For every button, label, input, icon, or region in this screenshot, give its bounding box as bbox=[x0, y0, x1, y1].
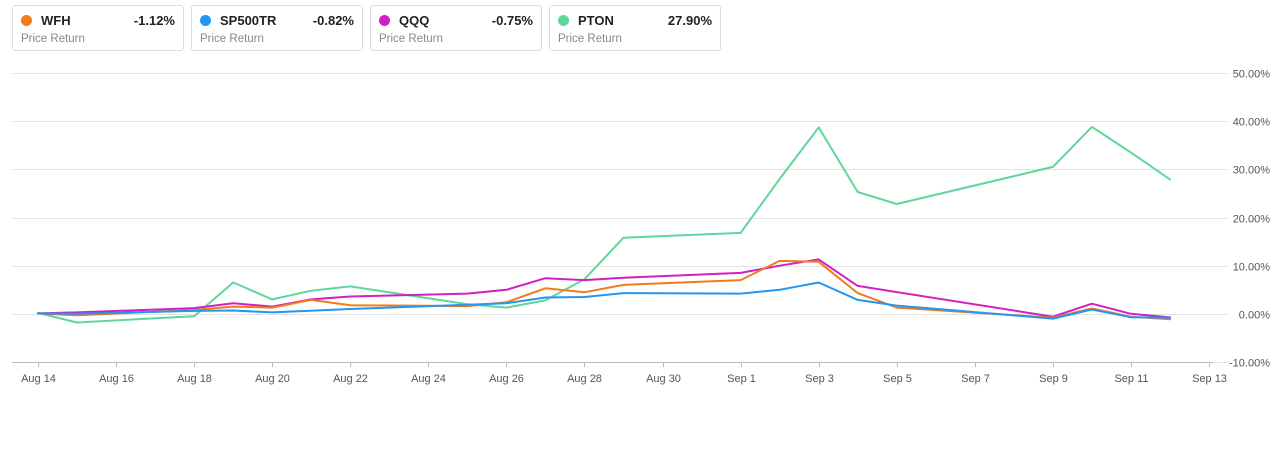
x-tick-label: Sep 11 bbox=[1114, 373, 1148, 385]
series-lines bbox=[37, 125, 1171, 324]
x-tick-label: Aug 22 bbox=[333, 373, 368, 385]
legend-card-wfh[interactable]: WFH -1.12% Price Return bbox=[12, 5, 184, 51]
legend: WFH -1.12% Price Return SP500TR -0.82% P… bbox=[12, 5, 721, 51]
y-tick-label: -10.00% bbox=[1229, 358, 1270, 370]
legend-change: -0.75% bbox=[491, 13, 533, 28]
series-color-dot bbox=[558, 15, 569, 26]
y-tick-label: 0.00% bbox=[1239, 310, 1270, 322]
x-tick-label: Aug 28 bbox=[567, 373, 602, 385]
legend-subtitle: Price Return bbox=[21, 33, 85, 45]
series-color-dot bbox=[379, 15, 390, 26]
x-tick-label: Sep 3 bbox=[805, 373, 834, 385]
series-line-qqq[interactable] bbox=[37, 258, 1171, 319]
x-tick-label: Aug 20 bbox=[255, 373, 290, 385]
legend-change: -1.12% bbox=[133, 13, 175, 28]
series-color-dot bbox=[200, 15, 211, 26]
legend-ticker: WFH bbox=[41, 13, 71, 28]
series-color-dot bbox=[21, 15, 32, 26]
x-tick-label: Sep 1 bbox=[727, 373, 756, 385]
x-tick-label: Sep 5 bbox=[883, 373, 912, 385]
legend-ticker: QQQ bbox=[399, 13, 430, 28]
y-tick-label: 10.00% bbox=[1233, 262, 1271, 274]
legend-ticker: SP500TR bbox=[220, 13, 277, 28]
series-line-sp500tr[interactable] bbox=[37, 281, 1171, 320]
gridlines bbox=[12, 73, 1228, 363]
series-line-pton[interactable] bbox=[37, 125, 1171, 324]
x-tick-label: Aug 30 bbox=[646, 373, 681, 385]
y-tick-label: 50.00% bbox=[1233, 69, 1271, 81]
legend-ticker: PTON bbox=[578, 13, 614, 28]
legend-subtitle: Price Return bbox=[379, 33, 443, 45]
y-tick-label: 40.00% bbox=[1233, 117, 1271, 129]
legend-change: -0.82% bbox=[312, 13, 354, 28]
x-tick-label: Aug 14 bbox=[21, 373, 56, 385]
x-tick-label: Sep 7 bbox=[961, 373, 990, 385]
legend-card-pton[interactable]: PTON 27.90% Price Return bbox=[549, 5, 721, 51]
x-tick-label: Aug 18 bbox=[177, 373, 212, 385]
x-tick-label: Sep 9 bbox=[1039, 373, 1068, 385]
legend-subtitle: Price Return bbox=[200, 33, 264, 45]
x-tick-label: Sep 13 bbox=[1192, 373, 1227, 385]
x-tick-label: Aug 26 bbox=[489, 373, 524, 385]
y-axis: 50.00% 40.00% 30.00% 20.00% 10.00% 0.00% -10.0… bbox=[1229, 69, 1270, 370]
x-axis: Aug 14 Aug 16 Aug 18 Aug 20 Aug 22 Aug 24 Aug … bbox=[12, 362, 1227, 385]
legend-card-qqq[interactable]: QQQ -0.75% Price Return bbox=[370, 5, 542, 51]
legend-card-sp500tr[interactable]: SP500TR -0.82% Price Return bbox=[191, 5, 363, 51]
y-tick-label: 30.00% bbox=[1233, 165, 1271, 177]
x-tick-label: Aug 24 bbox=[411, 373, 446, 385]
legend-change: 27.90% bbox=[667, 13, 712, 28]
y-tick-label: 20.00% bbox=[1233, 214, 1271, 226]
legend-subtitle: Price Return bbox=[558, 33, 622, 45]
x-tick-label: Aug 16 bbox=[99, 373, 134, 385]
